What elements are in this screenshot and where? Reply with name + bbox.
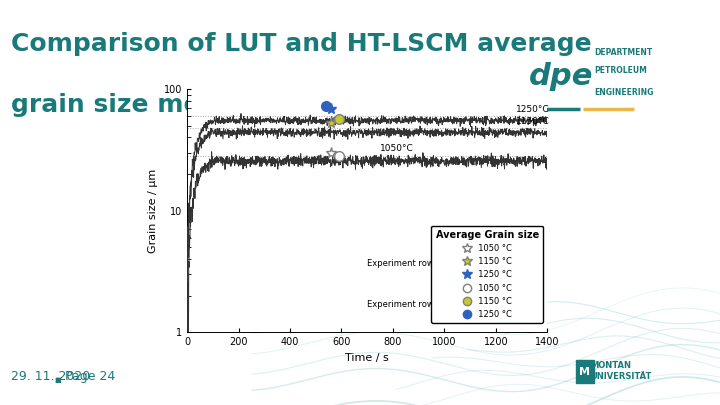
Text: PETROLEUM: PETROLEUM: [594, 66, 647, 75]
Text: Experiment row 1: Experiment row 1: [367, 259, 442, 268]
Text: ENGINEERING: ENGINEERING: [594, 88, 653, 97]
Text: M: M: [580, 367, 590, 377]
Text: MONTAN
UNIVERSITÄT: MONTAN UNIVERSITÄT: [590, 360, 652, 381]
Text: dpe: dpe: [529, 62, 593, 92]
Text: 1150°C: 1150°C: [516, 117, 550, 126]
Text: grain size measurements: grain size measurements: [11, 93, 367, 117]
Text: ■: ■: [54, 377, 60, 383]
Text: Experiment row 2: Experiment row 2: [367, 300, 442, 309]
Text: Comparison of LUT and HT-LSCM average: Comparison of LUT and HT-LSCM average: [11, 32, 591, 56]
Text: 1250°C: 1250°C: [516, 105, 550, 114]
Legend:   1050 °C,   1150 °C,   1250 °C,   1050 °C,   1150 °C,   1250 °C: 1050 °C, 1150 °C, 1250 °C, 1050 °C, 1150…: [431, 226, 543, 323]
X-axis label: Time / s: Time / s: [346, 352, 389, 362]
Text: 29. 11. 2020: 29. 11. 2020: [11, 370, 90, 383]
Text: DEPARTMENT: DEPARTMENT: [594, 48, 652, 57]
Text: 1050°C: 1050°C: [380, 144, 414, 153]
Bar: [576, 360, 594, 383]
Text: Page 24: Page 24: [65, 370, 115, 383]
Y-axis label: Grain size / µm: Grain size / µm: [148, 168, 158, 253]
